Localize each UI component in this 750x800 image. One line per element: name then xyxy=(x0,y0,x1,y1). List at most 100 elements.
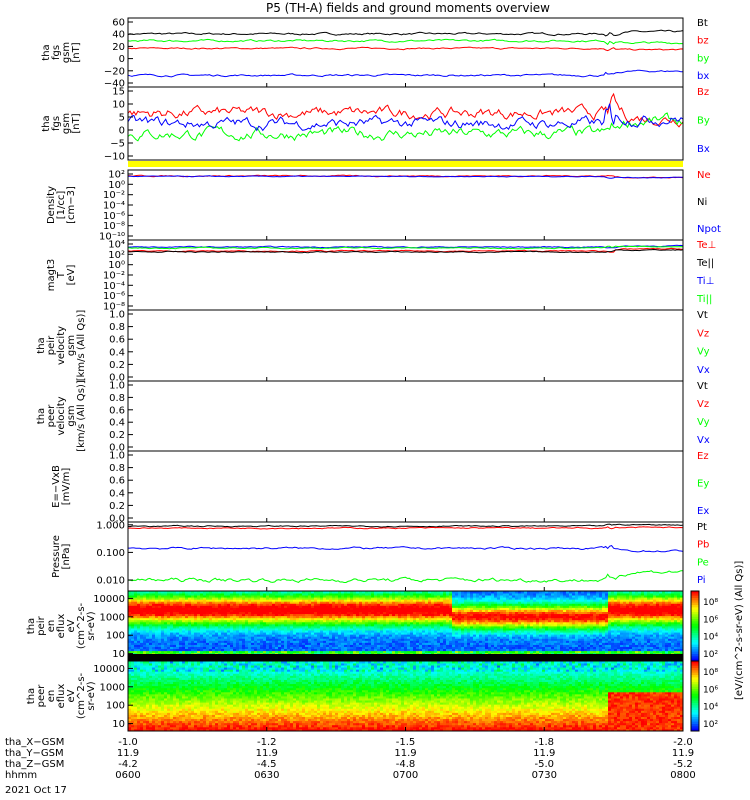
spectrogram-cell xyxy=(146,597,150,600)
spectrogram-cell xyxy=(155,632,159,635)
spectrogram-cell xyxy=(140,595,144,598)
spectrogram-cell xyxy=(143,593,147,596)
spectrogram-cell xyxy=(149,619,153,623)
spectrogram-cell xyxy=(146,630,150,633)
spectrogram-cell xyxy=(152,623,156,627)
spectrogram-cell xyxy=(137,613,141,617)
y-tick-label: 1.0 xyxy=(109,381,125,392)
legend-entry: by xyxy=(697,53,709,64)
legend-entry: Pt xyxy=(697,522,707,533)
spectrogram-cell xyxy=(155,652,159,656)
spectrogram-cell xyxy=(137,630,141,633)
y-axis-label: [eV] xyxy=(66,265,77,286)
spectrogram-cell xyxy=(155,638,159,641)
spectrogram-cell xyxy=(131,613,135,617)
spectrogram-cell xyxy=(134,597,138,600)
y-tick-label: 0 xyxy=(119,126,125,137)
series-pb-line xyxy=(127,526,684,530)
y-tick-label: 10⁰ xyxy=(108,260,125,271)
legend-entry: Bz xyxy=(697,87,709,98)
legend-entry: Vx xyxy=(697,435,710,446)
spectrogram-cell xyxy=(149,646,153,650)
spectrogram-cell xyxy=(146,644,150,647)
spectrogram-cell xyxy=(149,626,153,629)
spectrogram-cell xyxy=(137,632,141,635)
spectrogram-cell xyxy=(143,605,147,608)
y-tick-label: 0.4 xyxy=(109,488,125,499)
spectrogram-cell xyxy=(140,607,144,610)
spectrogram-cell xyxy=(152,634,156,637)
y-axis-label: gsm xyxy=(66,335,77,356)
spectrogram-cell xyxy=(152,642,156,645)
spectrogram-cell xyxy=(137,599,141,602)
spectrogram-cell xyxy=(149,591,153,594)
spectrogram-cell xyxy=(143,628,147,631)
spectrogram-cell xyxy=(131,628,135,631)
spectrogram-cell xyxy=(128,613,132,617)
y-tick-label: 10⁰ xyxy=(108,180,125,191)
y-axis-label: Pressure xyxy=(51,535,62,578)
spectrogram-cell xyxy=(143,632,147,635)
spectrogram-cell xyxy=(131,630,135,633)
spectrogram-cell xyxy=(137,634,141,637)
legend-entry: Pi xyxy=(697,575,706,586)
spectrogram-cell xyxy=(155,611,159,615)
y-tick-label: 10⁻² xyxy=(103,271,125,282)
spectrogram-cell xyxy=(131,605,135,608)
spectrogram-cell xyxy=(155,609,159,612)
spectrogram-cell xyxy=(146,626,150,629)
spectrogram-cell xyxy=(152,621,156,625)
spectrogram-cell xyxy=(131,601,135,604)
spectrogram-cell xyxy=(128,648,132,652)
spectrogram-cell xyxy=(146,607,150,610)
spectrogram-cell xyxy=(134,605,138,608)
spectrogram-cell xyxy=(137,648,141,652)
spectrogram-cell xyxy=(140,605,144,608)
spectrogram-cell xyxy=(131,648,135,652)
spectrogram-cell xyxy=(140,628,144,631)
spectrogram-cell xyxy=(146,613,150,617)
y-axis-label: tha xyxy=(41,44,52,60)
y-tick-label: 0.6 xyxy=(109,476,125,487)
spectrogram-cell xyxy=(131,621,135,625)
spectrogram-cell xyxy=(149,634,153,637)
spectrogram-cell xyxy=(137,626,141,629)
spectrogram-cell xyxy=(152,601,156,604)
legend-entry: By xyxy=(697,116,710,127)
spectrogram-cell xyxy=(137,593,141,596)
y-axis-label: [km/s (All Qs)] xyxy=(76,310,87,382)
spectrogram-cell xyxy=(140,630,144,633)
y-tick-label: 15 xyxy=(112,87,125,98)
y-tick-label: −5 xyxy=(110,139,125,150)
spectrogram-cell xyxy=(131,591,135,594)
spectrogram-cell xyxy=(143,636,147,639)
spectrogram-cell xyxy=(134,613,138,617)
spectrogram-cell xyxy=(131,650,135,654)
spectrogram-cell xyxy=(128,619,132,623)
spectrogram-cell xyxy=(128,644,132,647)
legend-entry: Vy xyxy=(697,347,710,358)
spectrogram-cell xyxy=(137,638,141,641)
spectrogram-cell xyxy=(134,603,138,606)
y-tick-label: 0.6 xyxy=(109,405,125,416)
spectrogram-cell xyxy=(134,652,138,656)
spectrogram-cell xyxy=(128,621,132,625)
spectrogram-cell xyxy=(152,630,156,633)
spectrogram-cell xyxy=(146,611,150,615)
spectrogram-cell xyxy=(149,644,153,647)
spectrogram-cell xyxy=(143,599,147,602)
spectrogram-cell xyxy=(137,601,141,604)
spectrogram-cell xyxy=(137,615,141,619)
spectrogram-cell xyxy=(152,603,156,606)
spectrogram-cell xyxy=(149,617,153,621)
y-axis-label: magt3 xyxy=(46,259,57,292)
spectrogram-cell xyxy=(128,605,132,608)
spectrogram-cell xyxy=(155,634,159,637)
spectrogram-cell xyxy=(134,599,138,602)
y-axis-label: gsm xyxy=(61,113,72,134)
spectrogram-cell xyxy=(149,615,153,619)
y-tick-label: −40 xyxy=(104,79,125,90)
spectrogram-cell xyxy=(155,644,159,647)
